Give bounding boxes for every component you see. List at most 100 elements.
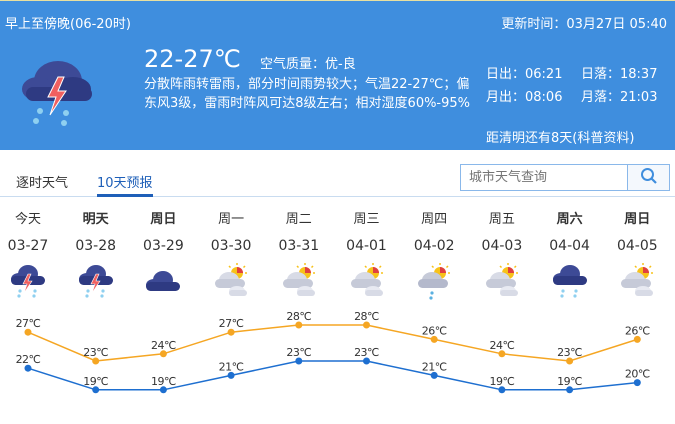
forecast-day: 周三 04-01 xyxy=(337,208,397,304)
high-temp-point xyxy=(430,335,438,343)
high-temp-label: 27℃ xyxy=(16,317,41,330)
high-temp-label: 24℃ xyxy=(489,339,514,352)
sun-cloud-rain-icon xyxy=(418,263,451,300)
high-temp-label: 23℃ xyxy=(557,346,582,359)
low-temp-label: 23℃ xyxy=(286,346,311,359)
partly-cloudy-icon xyxy=(485,263,518,296)
forecast-day: 今天 03-27 xyxy=(0,208,58,304)
moonrise: 月出：08:06 xyxy=(486,90,563,105)
search-icon xyxy=(640,168,657,184)
high-temp-point xyxy=(295,321,303,329)
forecast-day: 周二 03-31 xyxy=(269,208,329,304)
high-temp-label: 27℃ xyxy=(219,317,244,330)
low-temp-point xyxy=(566,386,574,394)
high-temp-point xyxy=(633,335,641,343)
temperature-range: 22-27℃ xyxy=(144,45,241,73)
high-temp-point xyxy=(227,328,235,336)
date: 03-29 xyxy=(143,238,184,254)
high-temp-label: 28℃ xyxy=(354,310,379,323)
low-temp-label: 21℃ xyxy=(219,360,244,373)
update-time: 更新时间：03月27日 05:40 xyxy=(501,17,667,32)
high-temp-point xyxy=(363,321,370,329)
low-temp-label: 19℃ xyxy=(557,375,582,388)
city-search xyxy=(460,164,670,191)
forecast-day: 周六 04-04 xyxy=(540,208,600,304)
forecast-day: 明天 03-28 xyxy=(66,208,126,304)
overcast-rain-icon xyxy=(552,265,587,298)
date: 04-02 xyxy=(413,238,455,254)
date: 03-27 xyxy=(7,238,49,254)
date: 04-01 xyxy=(346,238,387,254)
low-temp-label: 19℃ xyxy=(489,375,514,388)
weekday: 明天 xyxy=(82,212,109,227)
high-temp-label: 26℃ xyxy=(422,324,447,337)
high-temp-line xyxy=(27,324,638,362)
high-temp-label: 23℃ xyxy=(83,346,108,359)
overcast-icon xyxy=(146,271,181,291)
thunder-rain-icon xyxy=(78,265,113,298)
partly-cloudy-icon xyxy=(350,263,383,296)
high-temp-point xyxy=(566,357,574,365)
low-temp-label: 19℃ xyxy=(151,375,176,388)
tab-bar: 逐时天气 10天预报 xyxy=(0,152,675,197)
high-temp-point xyxy=(498,350,506,358)
weekday: 周六 xyxy=(556,212,583,227)
date: 03-31 xyxy=(278,238,320,254)
search-input[interactable] xyxy=(461,165,627,190)
low-temp-label: 22℃ xyxy=(16,353,41,366)
forecast-day: 周一 03-30 xyxy=(201,208,261,304)
date: 03-30 xyxy=(210,238,252,254)
current-weather-panel: 早上至傍晚(06-20时) 更新时间：03月27日 05:40 22-27℃ 空… xyxy=(0,0,675,150)
low-temp-label: 19℃ xyxy=(83,375,108,388)
high-temp-point xyxy=(159,350,167,358)
search-button[interactable] xyxy=(627,165,669,190)
thunder-rain-icon xyxy=(18,51,96,135)
low-temp-line xyxy=(27,360,638,391)
date: 03-28 xyxy=(75,238,117,254)
low-temp-point xyxy=(633,379,641,387)
forecast-day: 周日 03-29 xyxy=(133,208,193,304)
high-temp-label: 26℃ xyxy=(625,324,650,337)
high-temp-point xyxy=(24,328,32,336)
low-temp-point xyxy=(24,364,32,372)
date: 04-03 xyxy=(481,238,523,254)
weekday: 周四 xyxy=(421,212,448,227)
temperature-chart: 27℃ 23℃ 24℃ 27℃ 28℃ 28℃ 26℃ 24℃ 23℃ 26℃ 22℃ 19℃ 19℃ 2… xyxy=(16,310,650,394)
date: 04-04 xyxy=(549,238,590,254)
partly-cloudy-icon xyxy=(215,263,248,296)
thunder-rain-icon xyxy=(11,265,45,298)
forecast-day: 周四 04-02 xyxy=(404,208,464,304)
low-temp-point xyxy=(498,386,506,394)
sunrise: 日出：06:21 xyxy=(486,67,563,82)
tab-10-day[interactable]: 10天预报 xyxy=(97,172,153,197)
low-temp-point xyxy=(159,386,167,394)
high-temp-label: 28℃ xyxy=(286,310,311,323)
weekday: 周日 xyxy=(624,212,651,227)
weekday: 周五 xyxy=(488,212,515,227)
date: 04-05 xyxy=(616,238,658,254)
weekday: 周一 xyxy=(218,212,245,227)
low-temp-label: 20℃ xyxy=(625,368,650,381)
partly-cloudy-icon xyxy=(282,263,315,296)
low-temp-point xyxy=(92,386,100,394)
moonset: 月落：21:03 xyxy=(581,90,658,105)
qingming-link[interactable]: 距清明还有8天(科普资料) xyxy=(486,131,635,146)
sunset: 日落：18:37 xyxy=(581,67,658,82)
low-temp-point xyxy=(430,371,438,379)
forecast-day: 周日 04-05 xyxy=(607,208,667,304)
low-temp-label: 23℃ xyxy=(354,346,379,359)
high-temp-label: 24℃ xyxy=(151,339,176,352)
partly-cloudy-icon xyxy=(621,263,654,296)
weekday: 周三 xyxy=(353,212,380,227)
weekday: 今天 xyxy=(14,212,41,227)
low-temp-label: 21℃ xyxy=(422,360,447,373)
low-temp-point xyxy=(363,357,370,365)
forecast-day: 周五 04-03 xyxy=(472,208,532,304)
tab-hourly[interactable]: 逐时天气 xyxy=(16,176,69,191)
weather-description: 分散阵雨转雷雨，部分时间雨势较大；气温22-27℃；偏东风3级，雷雨时阵风可达8… xyxy=(144,77,471,111)
low-temp-point xyxy=(227,371,235,379)
air-quality: 空气质量：优-良 xyxy=(260,57,356,72)
high-temp-point xyxy=(92,357,100,365)
low-temp-point xyxy=(295,357,303,365)
period-label: 早上至傍晚(06-20时) xyxy=(5,17,131,32)
